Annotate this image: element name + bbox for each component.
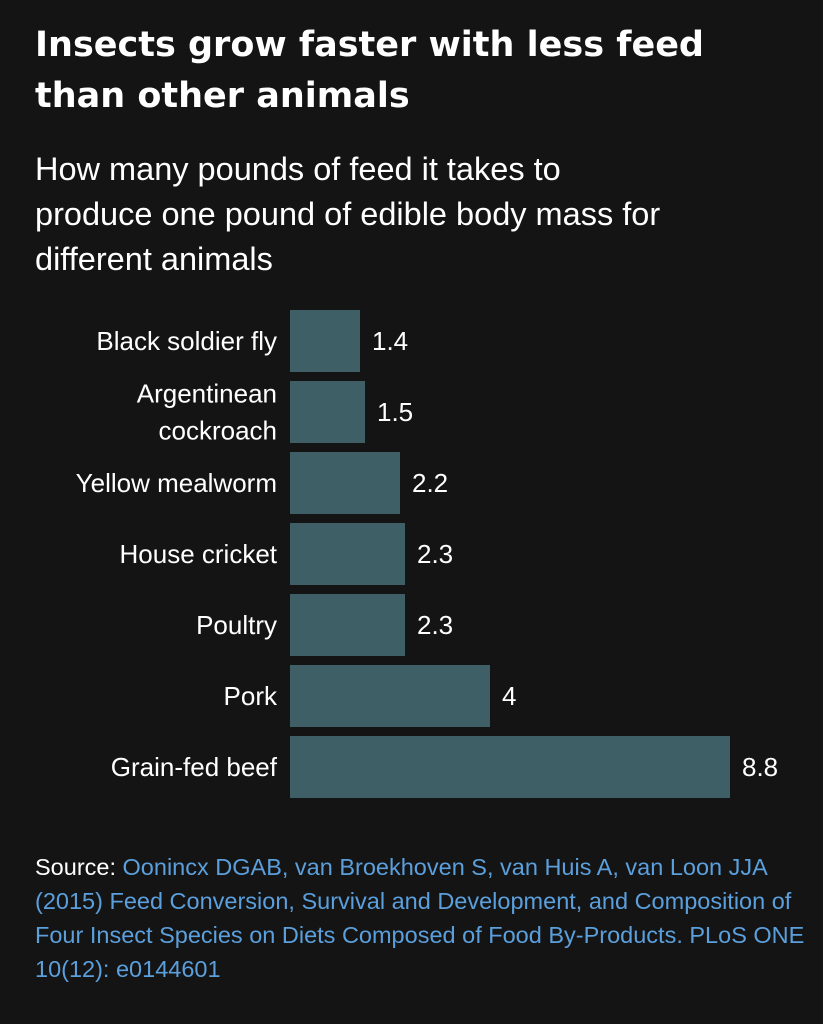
category-label-poultry: Poultry xyxy=(196,610,277,640)
value-label-poultry: 2.3 xyxy=(417,610,453,640)
value-label-yellow-mealworm: 2.2 xyxy=(412,468,448,498)
source-label: Source: xyxy=(35,854,123,880)
bar-black-soldier-fly xyxy=(290,310,360,372)
value-label-house-cricket: 2.3 xyxy=(417,539,453,569)
category-label-black-soldier-fly: Black soldier fly xyxy=(96,326,277,356)
category-label-argentinean-cockroach: Argentinean cockroach xyxy=(137,379,277,446)
chart-title-line-1: Insects grow faster with less feed xyxy=(35,25,704,65)
bar-yellow-mealworm xyxy=(290,452,400,514)
category-label-grain-fed-beef: Grain-fed beef xyxy=(111,752,278,782)
bar-house-cricket xyxy=(290,523,405,585)
value-label-grain-fed-beef: 8.8 xyxy=(742,752,778,782)
source-note: Source: Oonincx DGAB, van Broekhoven S, … xyxy=(35,850,805,986)
bar-pork xyxy=(290,665,490,727)
bar-poultry xyxy=(290,594,405,656)
chart-subtitle-line-2: produce one pound of edible body mass fo… xyxy=(35,196,661,232)
bar-argentinean-cockroach xyxy=(290,381,365,443)
category-label-yellow-mealworm: Yellow mealworm xyxy=(76,468,277,498)
category-label-house-cricket: House cricket xyxy=(120,539,278,569)
source-citation-link[interactable]: Oonincx DGAB, van Broekhoven S, van Huis… xyxy=(35,854,805,982)
category-label-pork: Pork xyxy=(224,681,278,711)
value-label-pork: 4 xyxy=(502,681,516,711)
chart-subtitle: How many pounds of feed it takes to prod… xyxy=(35,147,805,282)
value-label-argentinean-cockroach: 1.5 xyxy=(377,397,413,427)
chart-title: Insects grow faster with less feed than … xyxy=(35,20,795,122)
bar-grain-fed-beef xyxy=(290,736,730,798)
chart-subtitle-line-1: How many pounds of feed it takes to xyxy=(35,151,561,187)
value-label-black-soldier-fly: 1.4 xyxy=(372,326,408,356)
feed-conversion-bar-chart: Black soldier fly 1.4 Argentinean cockroach… xyxy=(76,310,778,798)
chart-subtitle-line-3: different animals xyxy=(35,241,273,277)
chart-title-line-2: than other animals xyxy=(35,76,410,116)
